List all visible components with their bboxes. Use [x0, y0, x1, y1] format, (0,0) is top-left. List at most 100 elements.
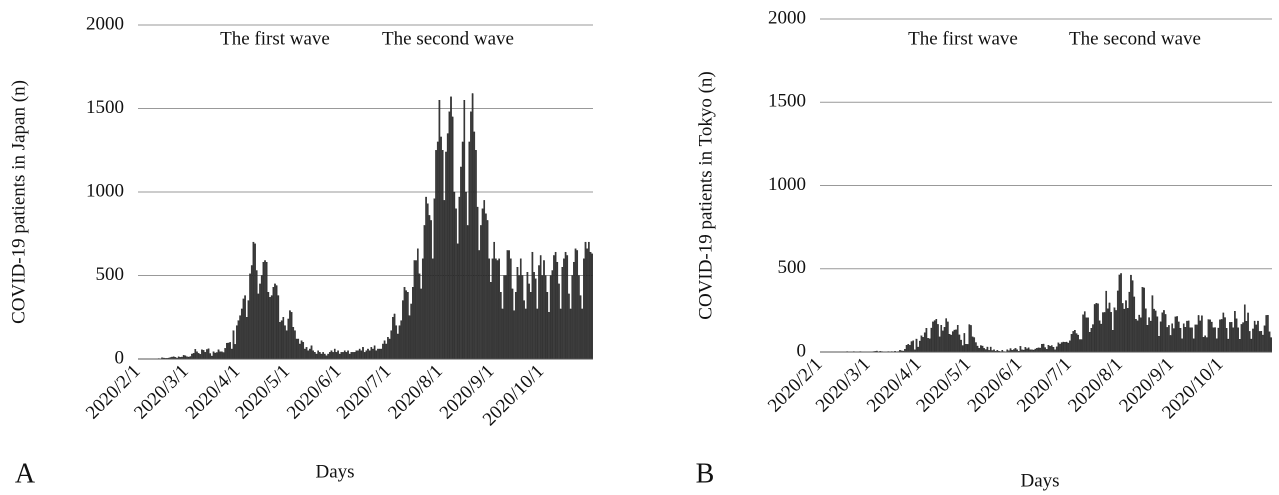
bar — [561, 266, 564, 360]
bar — [486, 220, 489, 360]
bar — [1072, 331, 1075, 353]
bar — [347, 350, 349, 360]
bar — [382, 343, 384, 360]
bar — [1268, 331, 1271, 353]
bar — [319, 352, 321, 360]
bar — [473, 131, 476, 360]
panel-label: B — [696, 458, 715, 489]
bar — [581, 308, 584, 360]
bar — [1171, 323, 1174, 353]
bar — [1041, 344, 1043, 353]
bar — [989, 346, 992, 353]
bar — [1257, 320, 1259, 353]
bar — [1230, 322, 1233, 353]
bar — [1052, 347, 1055, 353]
bar — [951, 331, 954, 353]
bar — [940, 325, 943, 353]
bar — [267, 292, 270, 360]
bar — [573, 261, 575, 360]
bar — [533, 272, 535, 360]
bar — [1055, 346, 1058, 353]
bar — [960, 339, 962, 353]
bar — [485, 213, 487, 360]
bar — [1232, 327, 1235, 353]
bar — [536, 308, 539, 360]
bar — [1130, 274, 1132, 353]
bar — [368, 350, 371, 360]
bar — [1146, 325, 1149, 353]
bar — [1080, 339, 1083, 353]
bar — [327, 353, 329, 360]
bar — [563, 258, 565, 360]
bar — [207, 348, 210, 360]
bar — [226, 342, 228, 360]
bar — [912, 340, 915, 353]
bar — [490, 282, 492, 360]
bar — [1247, 312, 1249, 353]
y-tick-label: 1500 — [86, 97, 124, 118]
x-tick-label: 2020/5/1 — [231, 361, 294, 424]
bar — [511, 288, 514, 360]
bar — [397, 333, 399, 360]
bar — [1123, 308, 1126, 353]
x-axis-label: Days — [1020, 470, 1059, 491]
bar — [1097, 303, 1099, 353]
bar — [549, 275, 552, 360]
bar — [343, 350, 346, 360]
bar — [287, 318, 290, 360]
bar — [559, 308, 562, 360]
bar — [948, 334, 951, 353]
bar — [1019, 346, 1022, 353]
bar — [925, 328, 928, 353]
bar — [564, 251, 567, 360]
bar — [920, 335, 923, 353]
bar — [235, 325, 238, 360]
bar — [466, 225, 469, 360]
bar — [1107, 308, 1109, 353]
bar — [566, 255, 569, 360]
bar — [1182, 323, 1185, 353]
bar — [935, 319, 938, 353]
bar — [1062, 341, 1065, 353]
bar — [295, 338, 298, 360]
y-tick-label: 1000 — [768, 174, 806, 195]
bar — [219, 351, 222, 360]
bar — [1177, 321, 1180, 353]
bar — [320, 353, 323, 360]
bar — [212, 351, 215, 360]
bar — [350, 352, 353, 360]
bar — [377, 348, 379, 360]
bar — [1141, 287, 1144, 353]
bar — [222, 352, 225, 360]
bar — [586, 248, 589, 360]
x-tick-label: 2020/7/1 — [333, 361, 396, 424]
bar — [945, 318, 948, 353]
bar — [265, 261, 268, 360]
bar — [1156, 316, 1159, 353]
bar — [976, 345, 979, 353]
bar — [980, 345, 982, 353]
bar — [947, 321, 949, 353]
bar — [524, 308, 527, 360]
bar — [242, 298, 245, 360]
bar — [907, 344, 910, 353]
bar — [304, 348, 306, 360]
y-tick-label: 0 — [115, 347, 125, 368]
bar — [1050, 345, 1053, 353]
bar — [333, 348, 336, 360]
bar — [978, 348, 980, 353]
bar — [1192, 338, 1195, 353]
bar — [1133, 296, 1136, 353]
bar — [569, 308, 572, 360]
bar — [589, 251, 592, 360]
y-tick-label: 2000 — [86, 13, 124, 34]
bar — [1207, 319, 1210, 353]
y-tick-label: 1000 — [86, 180, 124, 201]
bar — [337, 350, 339, 360]
x-tick-label: 2020/3/1 — [130, 361, 193, 424]
x-tick-label: 2020/6/1 — [964, 354, 1027, 417]
bar — [400, 320, 403, 360]
bar — [1204, 335, 1206, 353]
bar — [305, 347, 308, 360]
bar — [433, 198, 436, 360]
